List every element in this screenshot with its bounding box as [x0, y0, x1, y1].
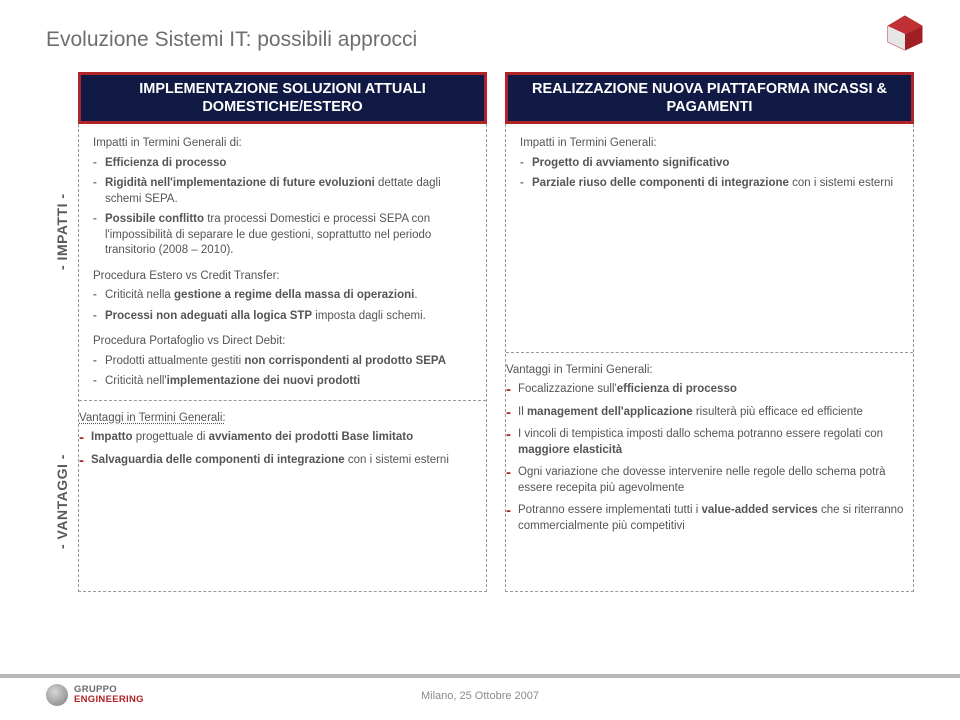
left-impatti-list: Efficienza di processo Rigidità nell'impl… — [93, 156, 472, 259]
footer-logo: GRUPPO ENGINEERING — [46, 684, 144, 706]
list-item: Processi non adeguati alla logica STP im… — [93, 309, 472, 325]
column-right: REALIZZAZIONE NUOVA PIATTAFORMA INCASSI … — [505, 72, 914, 592]
left-divider: Vantaggi in Termini Generali: Impatto pr… — [79, 400, 486, 469]
list-item: Prodotti attualmente gestiti non corrisp… — [93, 354, 472, 370]
list-item: Impatto progettuale di avviamento dei pr… — [79, 430, 486, 446]
list-item: Possibile conflitto tra processi Domesti… — [93, 212, 472, 259]
list-item: Focalizzazione sull'efficienza di proces… — [506, 382, 913, 398]
left-proc-estero-list: Criticità nella gestione a regime della … — [93, 288, 472, 324]
list-item: Efficienza di processo — [93, 156, 472, 172]
list-item: Ogni variazione che dovesse intervenire … — [506, 465, 913, 496]
list-item: Parziale riuso delle componenti di integ… — [520, 176, 899, 192]
list-item: Salvaguardia delle componenti di integra… — [79, 453, 486, 469]
right-divider: Vantaggi in Termini Generali: Focalizzaz… — [506, 352, 913, 535]
list-item: Criticità nell'implementazione dei nuovi… — [93, 374, 472, 390]
corner-logo-icon — [884, 14, 926, 57]
list-item: I vincoli di tempistica imposti dallo sc… — [506, 427, 913, 458]
left-proc-estero-lead: Procedura Estero vs Credit Transfer: — [93, 269, 472, 285]
left-vantaggi-list: Impatto progettuale di avviamento dei pr… — [79, 430, 486, 468]
left-proc-port-lead: Procedura Portafoglio vs Direct Debit: — [93, 334, 472, 350]
left-vantaggi-lead: Vantaggi in Termini Generali: — [79, 411, 486, 427]
list-item: Criticità nella gestione a regime della … — [93, 288, 472, 304]
right-impatti-list: Progetto di avviamento significativo Parz… — [520, 156, 899, 192]
brand-line2: ENGINEERING — [74, 695, 144, 705]
column-right-header: REALIZZAZIONE NUOVA PIATTAFORMA INCASSI … — [505, 72, 914, 124]
spacer — [520, 202, 899, 352]
sidebar: - IMPATTI - - VANTAGGI - — [46, 72, 78, 592]
right-impatti-lead: Impatti in Termini Generali: — [520, 136, 899, 152]
column-left: IMPLEMENTAZIONE SOLUZIONI ATTUALI DOMEST… — [78, 72, 487, 592]
footer-text: Milano, 25 Ottobre 2007 — [421, 690, 539, 702]
gear-icon — [46, 684, 68, 706]
page-title: Evoluzione Sistemi IT: possibili approcc… — [46, 28, 914, 52]
column-left-header: IMPLEMENTAZIONE SOLUZIONI ATTUALI DOMEST… — [78, 72, 487, 124]
content-area: - IMPATTI - - VANTAGGI - IMPLEMENTAZIONE… — [46, 72, 914, 592]
list-item: Rigidità nell'implementazione di future … — [93, 176, 472, 207]
left-proc-port-list: Prodotti attualmente gestiti non corrisp… — [93, 354, 472, 390]
footer-brand: GRUPPO ENGINEERING — [74, 685, 144, 705]
columns: IMPLEMENTAZIONE SOLUZIONI ATTUALI DOMEST… — [78, 72, 914, 592]
right-vantaggi-lead: Vantaggi in Termini Generali: — [506, 363, 913, 379]
column-left-body: Impatti in Termini Generali di: Efficien… — [78, 124, 487, 592]
list-item: Il management dell'applicazione risulter… — [506, 405, 913, 421]
left-impatti-lead: Impatti in Termini Generali di: — [93, 136, 472, 152]
footer: GRUPPO ENGINEERING Milano, 25 Ottobre 20… — [0, 674, 960, 720]
sidebar-label-impatti: - IMPATTI - — [46, 72, 78, 392]
column-right-body: Impatti in Termini Generali: Progetto di… — [505, 124, 914, 592]
slide: Evoluzione Sistemi IT: possibili approcc… — [0, 0, 960, 720]
list-item: Progetto di avviamento significativo — [520, 156, 899, 172]
sidebar-label-vantaggi: - VANTAGGI - — [46, 412, 78, 592]
list-item: Potranno essere implementati tutti i val… — [506, 503, 913, 534]
right-vantaggi-list: Focalizzazione sull'efficienza di proces… — [506, 382, 913, 534]
